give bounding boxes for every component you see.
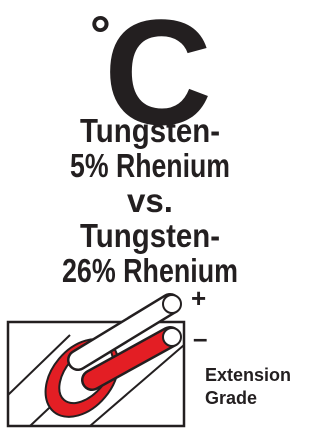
thermocouple-diagram [8, 295, 184, 430]
negative-sign: – [193, 323, 207, 353]
title-line: vs. [127, 182, 173, 219]
title-line: 26% Rhenium [62, 252, 238, 289]
title-line: Tungsten- [80, 217, 220, 254]
grade-line: Extension [205, 365, 291, 385]
grade-line: Grade [205, 388, 257, 408]
title-line: 5% Rhenium [70, 147, 230, 184]
title-line: Tungsten- [80, 112, 220, 149]
label: ° C Tungsten- 5% Rhenium vs. Tungsten- 2… [0, 0, 295, 430]
positive-sign: + [191, 283, 206, 313]
